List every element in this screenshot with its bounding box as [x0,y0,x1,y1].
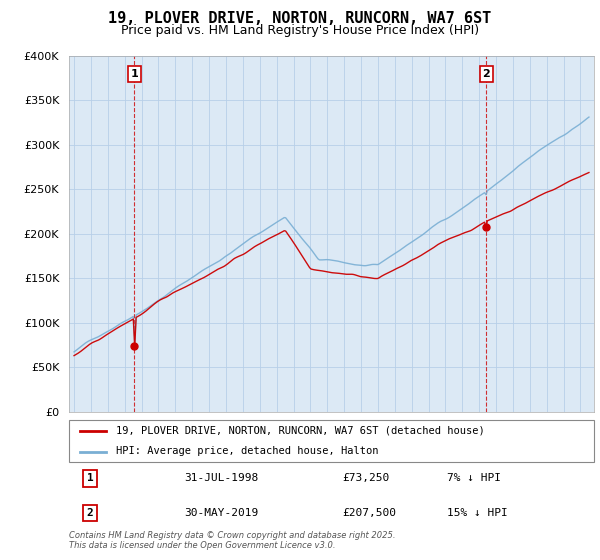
Text: 1: 1 [86,473,94,483]
Text: 15% ↓ HPI: 15% ↓ HPI [447,508,508,518]
FancyBboxPatch shape [69,420,594,462]
Text: 30-MAY-2019: 30-MAY-2019 [185,508,259,518]
Text: 19, PLOVER DRIVE, NORTON, RUNCORN, WA7 6ST: 19, PLOVER DRIVE, NORTON, RUNCORN, WA7 6… [109,11,491,26]
Text: 1: 1 [131,69,139,79]
Text: Price paid vs. HM Land Registry's House Price Index (HPI): Price paid vs. HM Land Registry's House … [121,24,479,36]
Text: 19, PLOVER DRIVE, NORTON, RUNCORN, WA7 6ST (detached house): 19, PLOVER DRIVE, NORTON, RUNCORN, WA7 6… [116,426,485,436]
Text: 2: 2 [86,508,94,518]
Text: 2: 2 [482,69,490,79]
Text: £73,250: £73,250 [342,473,389,483]
Text: £207,500: £207,500 [342,508,396,518]
Text: 7% ↓ HPI: 7% ↓ HPI [447,473,501,483]
Text: 31-JUL-1998: 31-JUL-1998 [185,473,259,483]
Text: HPI: Average price, detached house, Halton: HPI: Average price, detached house, Halt… [116,446,379,456]
Text: Contains HM Land Registry data © Crown copyright and database right 2025.
This d: Contains HM Land Registry data © Crown c… [69,531,395,550]
